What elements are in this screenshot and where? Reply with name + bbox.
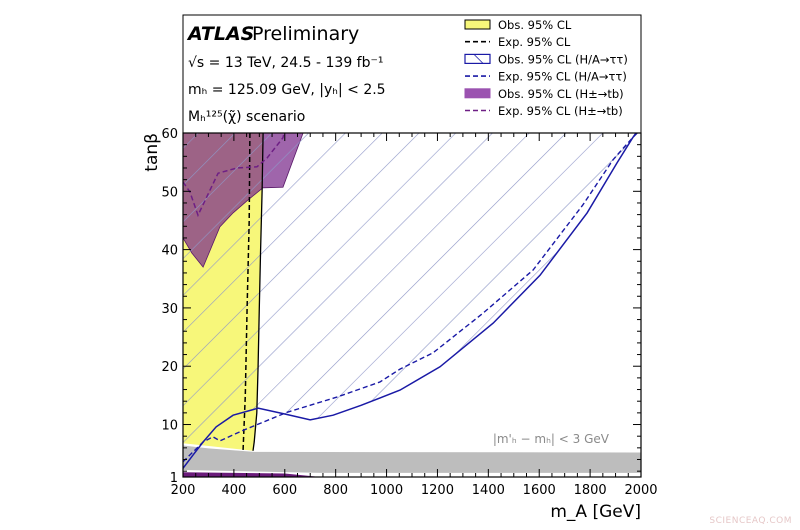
y-tick-label: 30 (161, 302, 178, 317)
band-annotation: |m'ₕ − mₕ| < 3 GeV (493, 432, 610, 446)
obs-tautau-line (183, 133, 638, 469)
legend-entry: Obs. 95% CL (H/A→ττ) (464, 52, 628, 66)
y-tick-label: 40 (161, 244, 178, 259)
legend-label: Exp. 95% CL (498, 35, 571, 49)
legend-label: Exp. 95% CL (H/A→ττ) (498, 70, 627, 84)
exp-line (242, 133, 251, 452)
status-label: Preliminary (252, 23, 359, 45)
plot-regions (183, 133, 641, 477)
legend-swatch (464, 88, 491, 99)
legend-swatch (464, 19, 491, 30)
legend-entry: Exp. 95% CL (H±→tb) (465, 104, 623, 118)
header-line-1: √s = 13 TeV, 24.5 - 139 fb⁻¹ (188, 55, 384, 71)
legend-hatch (473, 54, 484, 64)
x-tick-label: 1400 (472, 483, 505, 498)
y-tick-label: 60 (161, 127, 178, 142)
x-tick-label: 200 (171, 483, 196, 498)
exp-htb-line (183, 133, 285, 218)
x-tick-label: 1200 (421, 483, 454, 498)
obs-htb-low-region (183, 472, 321, 477)
exp-tautau-line (183, 133, 637, 463)
legend-entry: Exp. 95% CL (H/A→ττ) (465, 70, 627, 84)
x-tick-label: 1000 (370, 483, 403, 498)
legend-entry: Exp. 95% CL (465, 35, 571, 49)
x-tick-label: 400 (221, 483, 246, 498)
mh-excluded-band (183, 445, 641, 473)
legend-swatch (464, 53, 491, 65)
x-axis-label: m_A [GeV] (550, 502, 641, 522)
legend-label: Obs. 95% CL (498, 18, 572, 32)
header-line-2: mₕ = 125.09 GeV, |yₕ| < 2.5 (188, 82, 386, 98)
experiment-label: ATLAS (186, 23, 254, 45)
x-tick-label: 800 (323, 483, 348, 498)
x-tick-label: 1600 (523, 483, 556, 498)
x-tick-label: 600 (272, 483, 297, 498)
obs-tautau-hatched-region (183, 133, 641, 469)
legend-entry: Obs. 95% CL (464, 18, 572, 32)
y-axis-label: tanβ (142, 133, 162, 172)
header-box (182, 14, 642, 134)
legend-label: Obs. 95% CL (H±→tb) (498, 87, 624, 101)
legend-label: Obs. 95% CL (H/A→ττ) (498, 52, 628, 66)
y-tick-label: 50 (161, 185, 178, 200)
legend-entry: Obs. 95% CL (H±→tb) (464, 87, 624, 101)
x-tick-label: 2000 (624, 483, 657, 498)
y-tick-label: 10 (161, 419, 178, 434)
watermark: SCIENCEAQ.COM (709, 516, 792, 526)
header-line-3: Mₕ¹²⁵(χ̃) scenario (188, 109, 305, 125)
legend: Obs. 95% CL Exp. 95% CL Obs. 95% CL (H/A→τ… (464, 18, 628, 118)
x-tick-label: 1800 (574, 483, 607, 498)
y-tick-label: 1 (170, 471, 178, 486)
legend-label: Exp. 95% CL (H±→tb) (498, 104, 623, 118)
axes: 200 400 600 800 1000 1200 1400 1600 1800 2000 1 10 2… (161, 127, 657, 498)
y-tick-label: 20 (161, 360, 178, 375)
obs-boundary-line (252, 133, 264, 451)
